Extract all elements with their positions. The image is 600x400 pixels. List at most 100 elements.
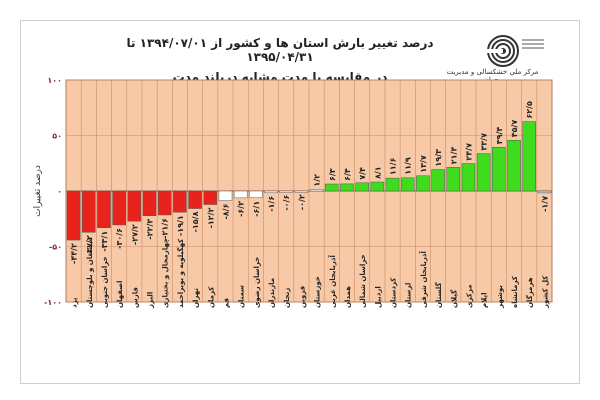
bar <box>218 190 233 201</box>
bar <box>325 183 339 192</box>
bar <box>142 190 157 217</box>
bar <box>264 190 278 194</box>
bar <box>157 190 172 216</box>
value-label: -۶/۲ <box>237 201 246 217</box>
category-label: کردستان <box>390 277 398 308</box>
value-label: ۶/۴ <box>343 168 352 181</box>
y-tick-label: ۰ <box>57 187 62 196</box>
bar <box>446 166 461 192</box>
value-labels: -۴۴/۲ -۳۷/۲ -۳۳/۱ -۳۰/۶ -۲۷/۲ -۲۲/۳ -۲۱/۶ -۱۹/۱… <box>70 101 550 264</box>
bar <box>400 177 415 192</box>
bar <box>476 153 491 192</box>
bar <box>97 190 111 228</box>
category-label: کرمان <box>207 286 215 308</box>
value-label: -۱/۷ <box>540 196 549 212</box>
value-label: ۳۹/۴ <box>495 127 504 145</box>
bar <box>173 190 187 213</box>
bar <box>112 190 126 226</box>
bar <box>233 190 248 199</box>
category-label: فارس <box>131 287 139 308</box>
bar <box>309 189 324 192</box>
bar <box>370 181 385 192</box>
bar <box>537 190 552 194</box>
value-label: ۳۳/۷ <box>480 133 489 151</box>
value-label: -۲۱/۶ <box>161 218 170 239</box>
bar <box>340 183 354 192</box>
category-label: بوشهر <box>496 285 504 309</box>
category-label: مرکزی <box>465 284 473 308</box>
value-label: ۷/۴ <box>358 167 367 180</box>
bar <box>279 190 293 193</box>
bars <box>66 121 552 241</box>
value-label: -۴۴/۲ <box>70 243 79 264</box>
value-label: -۲۷/۲ <box>130 224 139 245</box>
category-label: اردبیل <box>374 286 382 308</box>
category-labels: یزد سیستان و بلوچستان خراسان جنوبی اصفهان فا… <box>71 237 550 309</box>
bar <box>66 190 81 241</box>
value-label: -۱/۶ <box>267 196 276 212</box>
category-label: سیستان و بلوچستان <box>86 237 94 308</box>
category-label: لرستان <box>405 282 413 308</box>
y-tick-label: ۵۰ <box>52 132 62 141</box>
category-label: گلستان <box>434 282 443 308</box>
value-label: -۱۹/۱ <box>176 215 185 236</box>
value-label: -۱۵/۸ <box>191 211 200 232</box>
category-label: سمنان <box>238 285 246 308</box>
bar <box>203 190 218 205</box>
category-label: گیلان <box>449 289 458 308</box>
category-label: قم <box>222 298 230 308</box>
category-label: زنجان <box>283 288 291 308</box>
bar <box>416 175 430 192</box>
value-label: ۱۱/۹ <box>404 157 413 175</box>
value-label: -۰/۶ <box>282 195 291 211</box>
category-label: تهران <box>192 288 200 308</box>
category-label: یزد <box>71 297 79 308</box>
category-label: آذربایجان شرقی <box>419 251 428 308</box>
value-label: -۳۷/۲ <box>85 235 94 256</box>
category-label: خراسان رضوی <box>253 257 261 308</box>
org-logo-icon <box>486 35 544 67</box>
value-label: ۱/۲ <box>313 174 322 187</box>
value-label: ۴۵/۷ <box>510 120 519 138</box>
value-label: ۶۲/۵ <box>525 101 534 119</box>
category-label: چهارمحال و بختیاری <box>162 238 170 308</box>
category-label: کرمانشاه <box>511 275 519 308</box>
bar <box>82 190 96 233</box>
value-label: ۱۳/۷ <box>419 155 428 173</box>
category-label: البرز <box>147 292 155 309</box>
category-label: اصفهان <box>116 281 124 308</box>
value-label: -۶/۱ <box>252 201 261 217</box>
bar <box>294 190 309 193</box>
category-label: مازندران <box>268 278 276 308</box>
value-label: -۳۳/۱ <box>100 231 109 252</box>
bar <box>461 163 476 192</box>
category-label: کل کشور <box>541 275 549 309</box>
value-label: ۱۹/۳ <box>434 149 443 167</box>
category-label: کهگیلویه و بویراحمد <box>176 238 185 308</box>
value-label: ۲۱/۴ <box>449 147 458 165</box>
y-axis-label: درصد تغییرات <box>33 165 43 217</box>
value-label: ۲۴/۷ <box>464 143 473 161</box>
value-label: -۲۲/۳ <box>146 219 155 240</box>
category-label: خراسان شمالی <box>359 254 367 308</box>
category-label: ایلام <box>481 293 489 308</box>
grid-lines <box>66 79 552 303</box>
bar <box>355 182 369 192</box>
bar <box>385 177 400 192</box>
category-label: خراسان جنوبی <box>101 256 109 308</box>
chart-title: درصد تغییر بارش استان ها و کشور از ۱۳۹۴/… <box>126 36 434 64</box>
value-label: ۶/۳ <box>328 168 337 181</box>
value-label: ۸/۱ <box>373 166 382 179</box>
bar <box>507 140 521 192</box>
y-axis-ticks: ۱۰۰ ۵۰ ۰ -۵۰ -۱۰۰ <box>44 76 62 307</box>
category-label: آذربایجان غربی <box>328 255 337 308</box>
bar <box>492 147 506 192</box>
y-tick-label: -۵۰ <box>49 243 62 252</box>
bar <box>522 121 536 192</box>
category-label: همدان <box>344 286 352 308</box>
y-tick-label: -۱۰۰ <box>44 298 62 307</box>
bar <box>431 169 445 192</box>
value-label: ۱۱/۶ <box>389 157 398 175</box>
category-label: خوزستان <box>314 276 322 308</box>
